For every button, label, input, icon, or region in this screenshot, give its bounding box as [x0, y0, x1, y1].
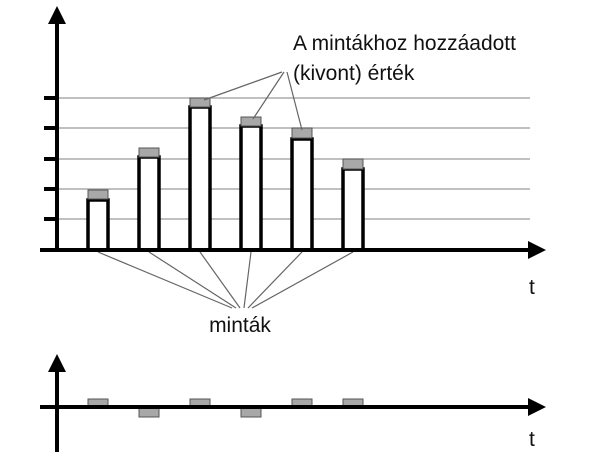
- leader-line: [251, 251, 354, 309]
- sample-bar: [341, 167, 365, 252]
- sample-bar: [188, 105, 212, 252]
- arrow-head: [48, 6, 66, 24]
- subtracted-value: [240, 407, 262, 418]
- sample-bar: [239, 124, 263, 252]
- samples-label: minták: [209, 314, 271, 337]
- arrow-head: [528, 241, 546, 259]
- added-value: [240, 116, 262, 127]
- added-value: [87, 189, 109, 200]
- sample-bar: [290, 137, 314, 252]
- axis-label: t: [529, 276, 535, 299]
- leader-line: [97, 251, 233, 309]
- leader-line: [252, 71, 285, 120]
- leader-line: [243, 251, 252, 309]
- leader-line: [286, 71, 303, 131]
- annotation: A mintákhoz hozzáadott: [293, 32, 516, 55]
- added-value: [138, 147, 160, 158]
- axis-label: t: [529, 428, 535, 451]
- subtracted-value: [138, 407, 160, 418]
- leader-lines: [97, 71, 354, 309]
- ticks: [44, 96, 57, 221]
- bottom-axes: [40, 354, 546, 452]
- bars: [86, 97, 365, 252]
- top-axes: [40, 6, 546, 259]
- leader-line: [199, 251, 241, 309]
- leader-line: [203, 71, 283, 101]
- added-value: [189, 97, 211, 108]
- leader-line: [148, 251, 237, 309]
- sample-bar: [86, 198, 110, 252]
- sample-bar: [137, 155, 161, 252]
- arrow-head: [528, 398, 546, 416]
- added-value: [342, 158, 364, 170]
- annotation: (kivont) érték: [293, 62, 415, 85]
- arrow-head: [48, 354, 66, 372]
- leader-line: [247, 251, 303, 309]
